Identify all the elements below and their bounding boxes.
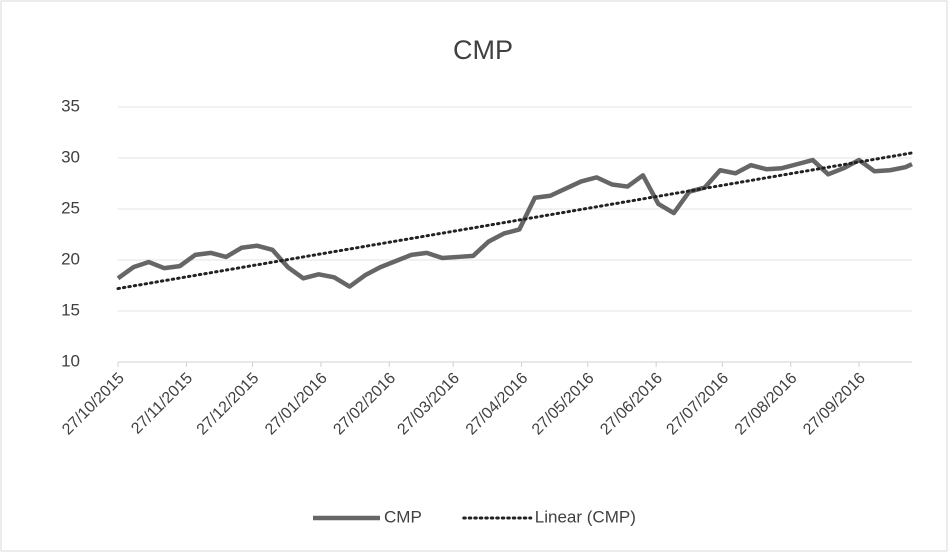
chart-title: CMP <box>453 35 513 65</box>
legend-label: Linear (CMP) <box>535 507 636 526</box>
y-tick-label: 30 <box>61 147 80 166</box>
legend-label: CMP <box>384 507 422 526</box>
y-tick-label: 15 <box>61 300 80 319</box>
y-tick-label: 10 <box>61 351 80 370</box>
y-tick-label: 35 <box>61 96 80 115</box>
y-tick-label: 20 <box>61 249 80 268</box>
trend-line <box>116 151 914 291</box>
data-line <box>116 157 913 289</box>
y-tick-label: 25 <box>61 198 80 217</box>
